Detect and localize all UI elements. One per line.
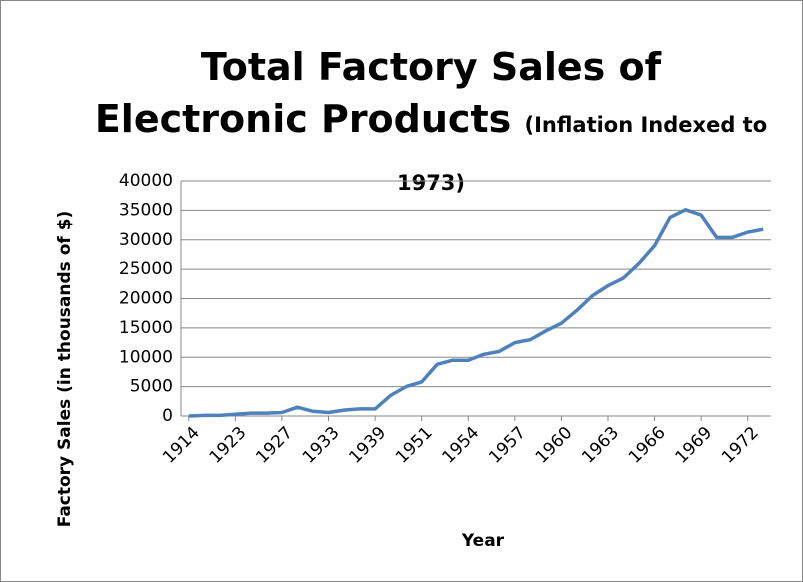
x-tick-label: 1927 <box>252 423 297 468</box>
y-tick-label: 20000 <box>119 289 173 309</box>
y-tick-label: 5000 <box>130 377 173 397</box>
x-tick-label: 1954 <box>439 423 484 468</box>
x-tick-label: 1939 <box>345 423 390 468</box>
y-tick-label: 15000 <box>119 318 173 338</box>
x-tick-label: 1933 <box>299 423 344 468</box>
x-tick-label: 1966 <box>625 423 670 468</box>
y-tick-label: 0 <box>162 406 173 426</box>
x-tick-label: 1957 <box>485 423 530 468</box>
x-tick-label: 1923 <box>206 423 251 468</box>
chart-title-block: Total Factory Sales of Electronic Produc… <box>91 41 771 209</box>
y-tick-label: 35000 <box>119 200 173 220</box>
y-axis-label: Factory Sales (in thousands of $) <box>55 211 75 528</box>
x-axis-label: Year <box>461 531 505 551</box>
x-tick-label: 1972 <box>718 423 763 468</box>
y-tick-label: 30000 <box>119 230 173 250</box>
x-tick-label: 1969 <box>671 423 716 468</box>
y-tick-label: 25000 <box>119 259 173 279</box>
chart-title: Total Factory Sales of Electronic Produc… <box>94 45 662 141</box>
chart-subtitle: (Inflation Indexed to 1973) <box>396 113 768 195</box>
x-tick-label: 1960 <box>532 423 577 468</box>
y-tick-label: 10000 <box>119 347 173 367</box>
x-tick-label: 1963 <box>578 423 623 468</box>
x-tick-label: 1914 <box>159 423 204 468</box>
data-line <box>188 208 764 418</box>
y-tick-label: 40000 <box>119 171 173 191</box>
x-tick-label: 1951 <box>392 423 437 468</box>
